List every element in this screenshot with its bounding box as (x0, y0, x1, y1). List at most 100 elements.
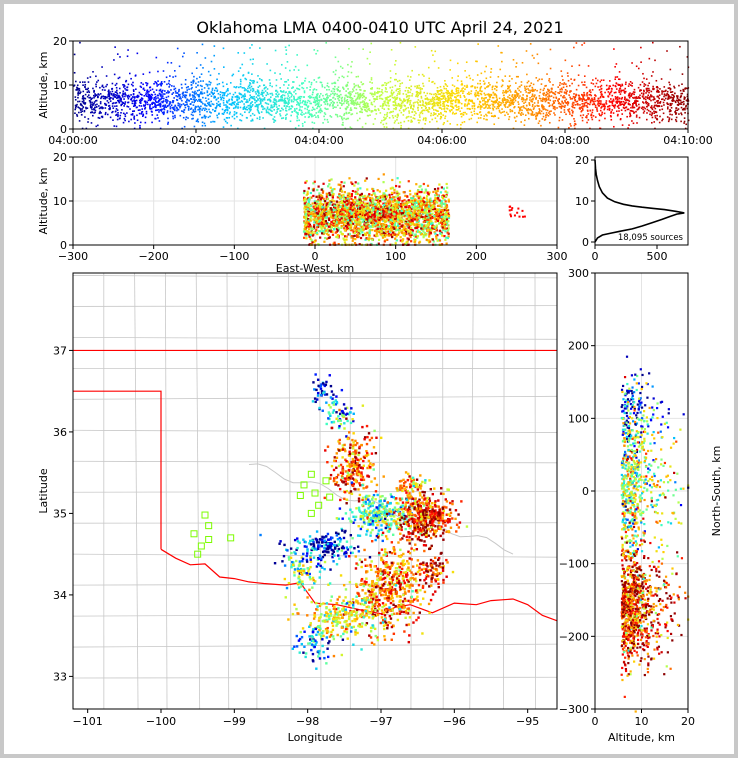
source-point (130, 118, 132, 121)
source-point (326, 88, 328, 91)
source-point (87, 94, 90, 96)
source-point (545, 116, 547, 118)
source-point (241, 100, 244, 103)
source-point (123, 98, 125, 100)
source-point (206, 85, 209, 87)
source-point (288, 91, 291, 94)
source-point (260, 93, 262, 96)
source-point (94, 106, 96, 109)
source-point (257, 111, 260, 113)
source-point (217, 97, 220, 99)
source-point (117, 96, 120, 98)
source-point (77, 92, 79, 95)
source-point (136, 114, 138, 117)
source-point (176, 47, 179, 50)
source-point (592, 83, 595, 85)
source-point (319, 195, 323, 198)
source-point (608, 93, 611, 96)
source-point (124, 87, 126, 90)
source-point (410, 104, 413, 107)
source-point (680, 95, 683, 97)
source-point (323, 227, 326, 230)
source-point (295, 111, 298, 113)
source-point (274, 99, 276, 102)
source-point (602, 79, 605, 82)
source-point (414, 110, 416, 113)
source-point (474, 93, 476, 96)
source-point (84, 102, 87, 104)
source-point (215, 106, 218, 109)
source-point (153, 82, 155, 85)
source-point (673, 99, 675, 102)
source-point (521, 109, 523, 112)
source-point (213, 89, 216, 92)
source-point (360, 214, 363, 217)
source-point (507, 101, 509, 103)
source-point (392, 97, 395, 99)
source-point (624, 83, 627, 86)
source-point (426, 109, 429, 111)
source-point (98, 107, 101, 110)
source-point (445, 91, 447, 94)
source-point (424, 97, 427, 100)
source-point (429, 103, 431, 105)
source-point (440, 95, 443, 97)
source-point (506, 98, 509, 101)
source-point (180, 83, 183, 86)
source-point (98, 105, 100, 107)
source-point (641, 106, 644, 108)
source-point (147, 95, 150, 97)
source-point (654, 101, 656, 104)
source-point (88, 91, 91, 94)
source-point (668, 87, 671, 89)
source-point (565, 98, 568, 101)
source-point (434, 109, 437, 111)
source-point (466, 107, 469, 110)
source-point (475, 89, 477, 92)
source-point (579, 106, 581, 109)
source-point (547, 90, 550, 92)
source-point (456, 106, 458, 108)
source-point (348, 195, 351, 198)
source-point (161, 101, 163, 103)
source-point (81, 100, 84, 103)
source-point (306, 64, 309, 67)
source-point (667, 95, 670, 98)
source-point (505, 101, 507, 104)
source-point (82, 84, 84, 87)
source-point (538, 111, 540, 113)
source-point (194, 108, 197, 111)
source-point (435, 93, 438, 96)
source-point (672, 99, 674, 101)
source-point (326, 93, 328, 95)
source-point (255, 104, 258, 107)
source-point (95, 125, 98, 128)
source-point (353, 85, 356, 88)
source-point (470, 111, 473, 114)
source-point (613, 48, 615, 50)
source-point (502, 101, 505, 104)
source-point (258, 92, 260, 95)
source-point (136, 119, 139, 122)
source-point (139, 124, 141, 127)
source-point (293, 91, 295, 93)
source-point (228, 99, 230, 102)
source-point (318, 100, 321, 102)
source-point (266, 106, 269, 109)
source-point (629, 115, 631, 118)
source-point (542, 97, 544, 99)
source-point (487, 85, 490, 87)
source-point (448, 109, 451, 112)
source-point (609, 85, 612, 87)
source-point (317, 93, 319, 95)
source-point (280, 96, 282, 98)
source-point (82, 95, 85, 97)
source-point (435, 191, 438, 194)
source-point (635, 65, 638, 68)
source-point (251, 90, 254, 93)
source-point (368, 109, 371, 112)
source-point (100, 115, 103, 118)
source-point (381, 98, 384, 100)
source-point (608, 88, 610, 90)
source-point (608, 101, 611, 103)
